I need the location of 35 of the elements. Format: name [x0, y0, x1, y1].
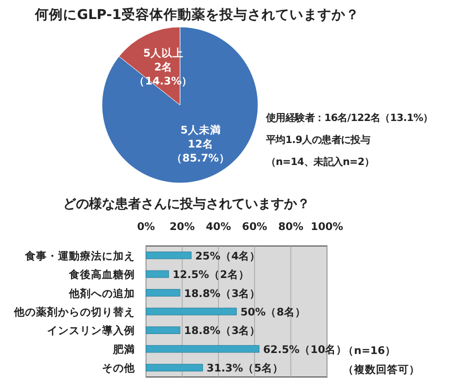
y-tick-label: 食事・運動療法に加え — [24, 249, 135, 262]
text: 平均1.9人の患者に投与 — [265, 134, 370, 146]
text: 使用経験者：16名/122名（13.1%） — [265, 112, 433, 124]
chart-title: 何例にGLP-1受容体作動薬を投与されていますか？ — [34, 6, 360, 23]
text: （複数回答可） — [343, 363, 420, 376]
data-label: 31.3%（5名） — [206, 362, 284, 375]
y-tick-label: インスリン導入例 — [47, 324, 135, 338]
x-tick-label: 20% — [170, 221, 196, 233]
y-tick-label: その他 — [102, 362, 136, 375]
y-tick-label: 食後高血糖例 — [68, 268, 135, 282]
y-tick-label: 他剤への追加 — [68, 286, 135, 300]
bar — [146, 345, 260, 353]
data-label: 18.8%（3名） — [184, 324, 261, 338]
y-tick-label: 他の薬剤からの切り替え — [13, 306, 135, 318]
x-tick-label: 40% — [206, 221, 232, 233]
bar — [146, 252, 192, 260]
bar — [146, 308, 237, 316]
bar — [146, 289, 180, 297]
x-tick-label: 100% — [310, 221, 344, 233]
data-label: 12名（85.7%） — [171, 138, 230, 165]
y-tick-label: 肥満 — [112, 342, 135, 356]
x-tick-label: 0% — [137, 221, 156, 233]
slice-label: 5人未満 — [180, 124, 221, 137]
bar — [146, 364, 203, 372]
data-label: 18.8%（3名） — [184, 286, 261, 300]
x-tick-label: 80% — [278, 221, 304, 233]
data-label: 25%（4名） — [195, 249, 261, 262]
chart-title: どの様な患者さんに投与されていますか？ — [63, 196, 310, 212]
bar — [146, 270, 169, 278]
x-tick-label: 60% — [242, 221, 268, 233]
data-label: 50%（8名） — [240, 306, 306, 318]
pie-slice — [102, 26, 258, 184]
bar — [146, 326, 180, 334]
data-label: 12.5%（2名） — [172, 268, 250, 282]
text: （n=14、未記入n=2） — [266, 156, 374, 168]
